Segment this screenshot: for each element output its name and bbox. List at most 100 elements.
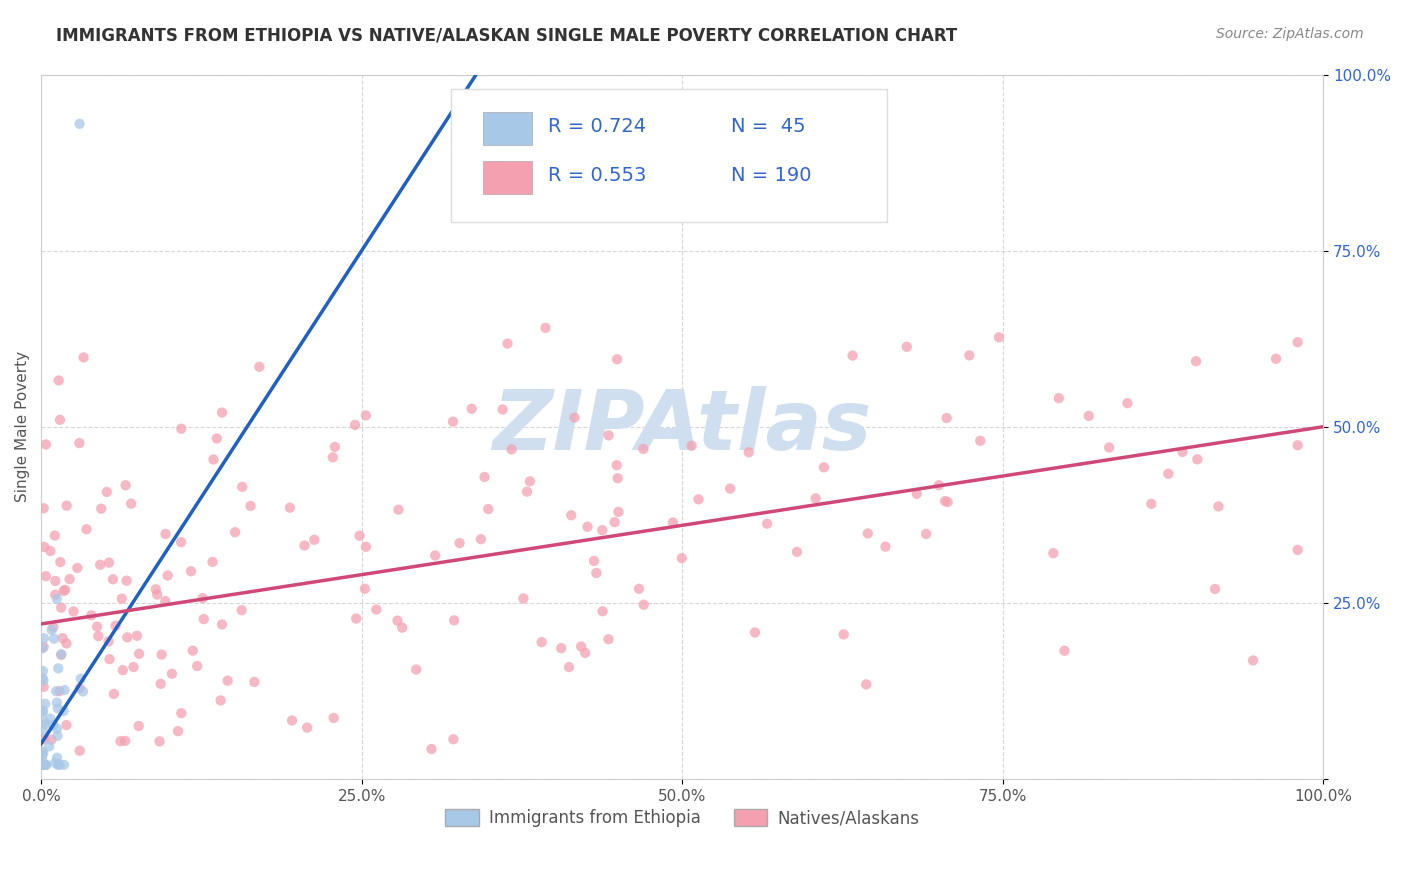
Point [31, 757, 53, 772]
Point [155, 594, 177, 608]
Point [875, 540, 897, 554]
Point [89, 558, 111, 572]
Point [988, 330, 1011, 344]
Point [128, 647, 150, 661]
Point [470, 532, 492, 546]
Point [558, 660, 581, 674]
Point [905, 487, 928, 501]
Point [31, 641, 53, 656]
Point [247, 359, 270, 374]
Point [606, 352, 628, 367]
Point [156, 568, 179, 582]
Point [1265, 351, 1288, 366]
Point [217, 673, 239, 688]
Point [915, 527, 938, 541]
Point [48, 374, 70, 388]
Point [627, 582, 650, 596]
Point [52, 631, 75, 645]
Point [35, 757, 58, 772]
Point [72, 351, 94, 365]
Point [322, 711, 344, 725]
Point [160, 666, 183, 681]
Point [186, 659, 208, 673]
Point [41, 623, 63, 637]
Point [603, 515, 626, 529]
Point [66, 561, 89, 575]
Point [31, 744, 53, 758]
Legend: Immigrants from Ethiopia, Natives/Alaskans: Immigrants from Ethiopia, Natives/Alaska… [439, 803, 925, 834]
Point [128, 719, 150, 733]
Point [46, 750, 69, 764]
Point [32, 732, 55, 747]
Point [205, 432, 228, 446]
Point [86, 620, 108, 634]
Point [441, 415, 464, 429]
Point [564, 410, 586, 425]
Point [344, 611, 367, 625]
Point [354, 409, 377, 423]
Point [32, 540, 55, 554]
Point [606, 471, 628, 485]
Point [496, 336, 519, 351]
Point [534, 321, 557, 335]
Point [935, 411, 957, 425]
Point [201, 555, 224, 569]
Text: Source: ZipAtlas.com: Source: ZipAtlas.com [1216, 27, 1364, 41]
Point [115, 574, 138, 588]
Point [405, 663, 427, 677]
Point [928, 478, 950, 492]
Point [1140, 497, 1163, 511]
Point [58, 572, 80, 586]
Point [80, 608, 103, 623]
Point [1047, 391, 1070, 405]
Point [591, 523, 613, 537]
Point [53, 757, 76, 772]
Point [46, 757, 69, 772]
Point [202, 452, 225, 467]
Point [32, 680, 55, 694]
Point [51, 647, 73, 661]
Point [278, 500, 301, 515]
Text: IMMIGRANTS FROM ETHIOPIA VS NATIVE/ALASKAN SINGLE MALE POVERTY CORRELATION CHART: IMMIGRANTS FROM ETHIOPIA VS NATIVE/ALASK… [56, 27, 957, 45]
Point [737, 445, 759, 459]
Point [31, 671, 53, 685]
Point [42, 718, 65, 732]
Point [231, 603, 253, 617]
Point [49, 413, 72, 427]
Point [681, 439, 703, 453]
Point [786, 545, 808, 559]
Point [957, 348, 980, 362]
Point [67, 436, 90, 450]
Point [598, 632, 620, 647]
Point [51, 648, 73, 662]
Point [662, 516, 685, 530]
Text: ZIPAtlas: ZIPAtlas [492, 386, 872, 467]
Point [180, 564, 202, 578]
Point [76, 522, 98, 536]
Point [31, 748, 53, 763]
Point [582, 554, 605, 568]
Point [69, 117, 91, 131]
Point [1286, 438, 1309, 452]
Point [1098, 441, 1121, 455]
Point [170, 706, 193, 721]
Point [32, 632, 55, 646]
Point [349, 529, 371, 543]
Point [1208, 500, 1230, 514]
Point [149, 677, 172, 691]
Point [46, 701, 69, 715]
Point [281, 714, 304, 728]
Point [606, 458, 628, 473]
Point [45, 592, 67, 607]
Point [633, 598, 655, 612]
Point [193, 612, 215, 626]
Point [391, 621, 413, 635]
Point [42, 632, 65, 646]
Point [1171, 445, 1194, 459]
Point [55, 636, 77, 650]
Point [501, 442, 523, 457]
Point [211, 406, 233, 420]
Point [688, 492, 710, 507]
Point [49, 600, 72, 615]
Point [148, 734, 170, 748]
